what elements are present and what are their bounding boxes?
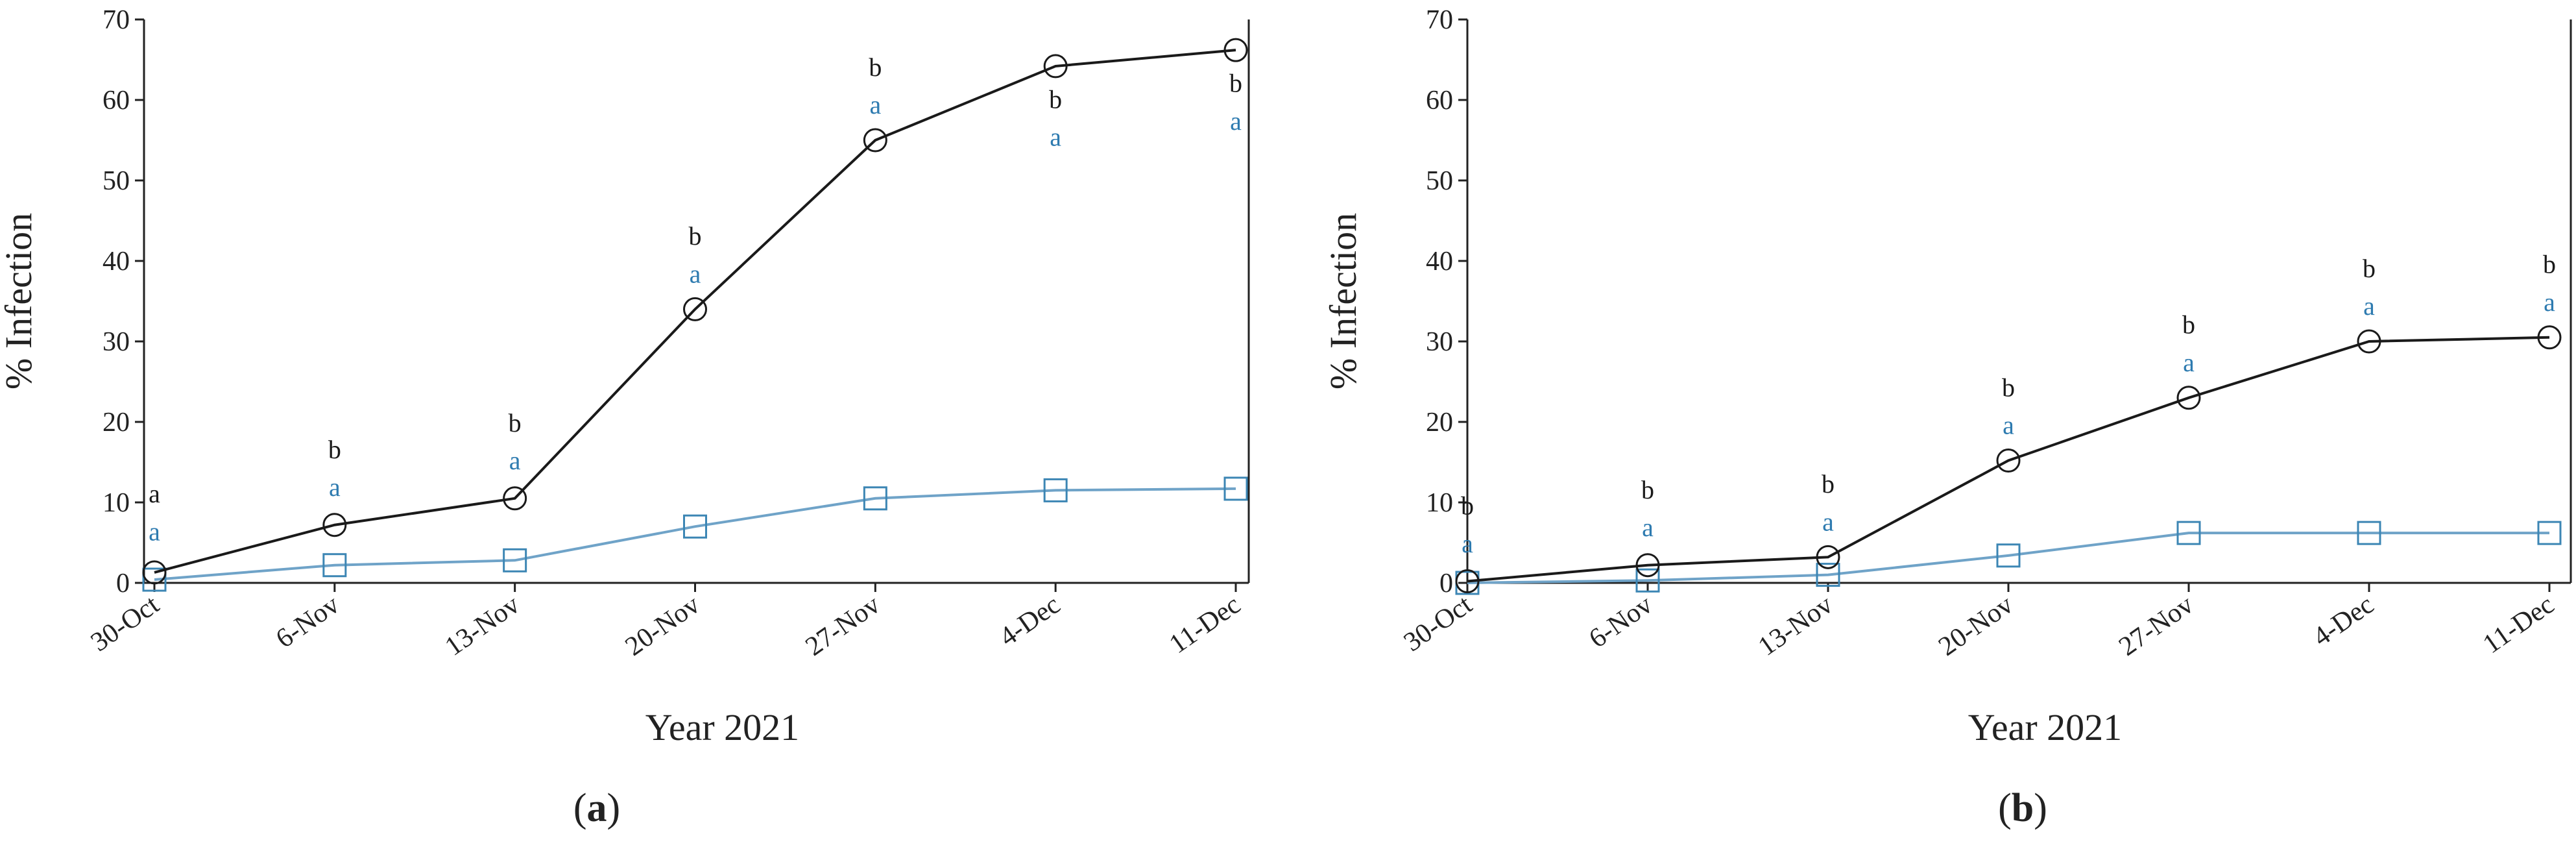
significance-letter-bottom: a (329, 473, 341, 502)
data-point-circle (2537, 325, 2562, 350)
x-axis-title: Year 2021 (1968, 706, 2122, 748)
x-tick-label: 20-Nov (1933, 590, 2019, 662)
data-point-circle (322, 513, 347, 537)
significance-letter-top: b (2543, 250, 2556, 279)
data-point-circle (683, 297, 707, 321)
y-tick-label: 10 (102, 488, 130, 518)
data-point-square (1223, 476, 1248, 501)
x-tick-label: 20-Nov (620, 590, 706, 662)
data-point-circle (142, 560, 167, 585)
y-tick-label: 20 (1426, 408, 1453, 437)
data-point-square (2176, 521, 2201, 545)
x-tick-label: 6-Nov (271, 590, 344, 654)
significance-letter-bottom: a (1050, 123, 1061, 152)
x-tick-label: 11-Dec (1164, 590, 1246, 660)
data-point-circle (1816, 545, 1840, 569)
significance-letter-bottom: a (869, 90, 881, 119)
significance-letter-top: b (2182, 310, 2195, 339)
data-point-square (1816, 563, 1840, 587)
significance-letter-top: b (869, 53, 882, 82)
x-tick-label: 27-Nov (2113, 590, 2199, 662)
series-line-square (154, 487, 1236, 582)
y-tick-label: 50 (1426, 166, 1453, 196)
significance-letter-bottom: a (2183, 348, 2195, 377)
x-tick-label: 13-Nov (440, 590, 525, 662)
chart-panel-b: 0 10 20 30 40 50 60 70 30-Oct 6-Nov 13-Nov 20-Nov 27… (1322, 5, 2572, 830)
data-point-square (1043, 478, 1068, 502)
data-point-square (1635, 568, 1660, 593)
significance-letter-top: b (328, 435, 341, 464)
significance-letter-top: b (509, 408, 522, 437)
data-point-square (1996, 543, 2021, 568)
significance-letter-bottom: a (1642, 513, 1654, 542)
x-tick-label: 6-Nov (1583, 590, 1657, 654)
data-point-square (142, 567, 167, 592)
data-point-circle (863, 128, 887, 153)
data-point-square (2537, 521, 2562, 545)
data-point-circle (1996, 449, 2021, 473)
y-tick-label: 60 (1426, 86, 1453, 116)
data-point-square (2357, 521, 2381, 545)
panel-label: (a) (573, 786, 620, 830)
data-point-square (683, 514, 707, 539)
x-tick-label: 27-Nov (800, 590, 886, 662)
data-point-circle (1043, 54, 1068, 79)
chart-panel-a: 0 10 20 30 40 50 60 70 30-Oct 6-Nov 13-Nov 20-Nov 27… (0, 5, 1250, 830)
y-tick-label: 50 (102, 166, 130, 196)
data-point-circle (2357, 329, 2381, 354)
y-tick-label: 40 (102, 247, 130, 277)
data-point-square (863, 486, 887, 511)
x-tick-label: 4-Dec (994, 590, 1065, 653)
significance-letter-bottom: a (149, 517, 160, 546)
y-tick-label: 0 (1439, 569, 1453, 598)
y-tick-label: 30 (102, 327, 130, 357)
series-line-circle (1467, 336, 2550, 583)
y-tick-label: 30 (1426, 327, 1453, 357)
data-point-circle (1635, 553, 1660, 578)
data-point-circle (2176, 386, 2201, 410)
x-tick-label: 4-Dec (2307, 590, 2379, 653)
significance-letter-bottom: a (1462, 529, 1473, 558)
data-point-circle (503, 486, 527, 511)
significance-letter-top: b (689, 221, 702, 251)
data-point-circle (1455, 569, 1480, 594)
significance-letter-top: b (1049, 84, 1062, 114)
significance-letter-top: b (1461, 491, 1474, 521)
significance-letter-bottom: a (690, 259, 701, 288)
significance-letter-top: a (149, 479, 160, 508)
x-tick-label: 30-Oct (1399, 589, 1478, 658)
significance-letter-top: b (1641, 475, 1654, 504)
y-tick-label: 40 (1426, 247, 1453, 277)
data-point-square (322, 553, 347, 578)
y-axis-title: % Infection (0, 213, 40, 389)
y-tick-label: 70 (1426, 5, 1453, 35)
significance-letter-top: b (2002, 373, 2015, 402)
y-tick-label: 0 (116, 569, 130, 598)
significance-letter-bottom: a (1822, 507, 1834, 536)
x-tick-label: 11-Dec (2477, 590, 2559, 660)
significance-letter-bottom: a (2363, 291, 2375, 321)
significance-letter-bottom: a (2544, 288, 2555, 317)
y-tick-label: 60 (102, 86, 130, 116)
data-point-circle (1223, 38, 1248, 62)
x-axis-title: Year 2021 (645, 706, 799, 748)
significance-letter-top: b (1229, 69, 1242, 98)
panel-label: (b) (1998, 786, 2047, 830)
y-axis-title: % Infection (1322, 213, 1364, 389)
significance-letter-bottom: a (509, 446, 521, 475)
y-tick-label: 20 (102, 408, 130, 437)
significance-letter-bottom: a (2003, 411, 2014, 440)
significance-letter-top: b (2363, 254, 2376, 283)
y-tick-label: 10 (1426, 488, 1453, 518)
significance-letter-bottom: a (1230, 106, 1242, 136)
x-tick-label: 13-Nov (1753, 590, 1838, 662)
data-point-square (503, 548, 527, 572)
y-tick-label: 70 (102, 5, 130, 35)
significance-letter-top: b (1822, 469, 1835, 498)
x-tick-label: 30-Oct (86, 589, 165, 658)
series-line-circle (154, 49, 1236, 574)
series-line-square (1467, 532, 2549, 584)
